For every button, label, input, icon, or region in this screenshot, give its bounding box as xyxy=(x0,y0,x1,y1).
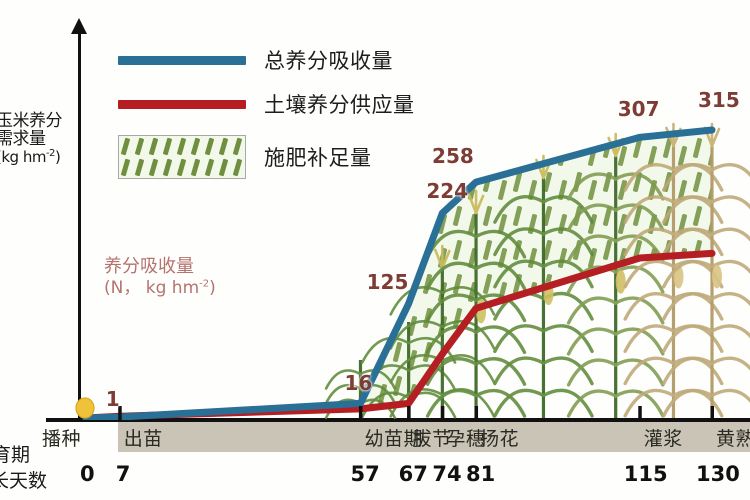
legend-hatch-dash xyxy=(232,137,243,156)
legend-hatch-dash xyxy=(120,137,131,156)
soil-band xyxy=(118,422,750,452)
legend-hatch-dash xyxy=(218,137,229,156)
y-axis-line xyxy=(78,26,81,420)
x-axis-tick xyxy=(638,406,642,420)
x-day-label: 67 xyxy=(398,462,428,486)
y-axis-title-unit: (kg hm-2) xyxy=(0,147,61,166)
legend-hatch-dash xyxy=(204,158,215,177)
legend-hatch-dash xyxy=(176,158,187,177)
legend-hatch-dash xyxy=(176,137,187,156)
data-label-315: 315 xyxy=(698,88,740,112)
legend-swatch-soil-supply xyxy=(118,99,246,109)
data-label-307: 307 xyxy=(617,97,660,122)
x-day-label: 0 xyxy=(80,462,95,486)
fill-area-fertilizer-supplement xyxy=(86,130,712,418)
legend: 总养分吸收量 土壤养分供应量 施肥补足量 xyxy=(118,46,415,196)
x-axis-tick xyxy=(407,406,411,420)
legend-label-total-uptake: 总养分吸收量 xyxy=(264,49,393,73)
legend-label-fertilizer-supplement: 施肥补足量 xyxy=(264,146,372,170)
legend-swatch-fertilizer-supplement xyxy=(118,135,246,179)
legend-item-soil-supply[interactable]: 土壤养分供应量 xyxy=(118,90,415,118)
legend-hatch-dash xyxy=(134,137,145,156)
row-label-growth-days: 长天数 xyxy=(0,470,48,492)
x-axis-tick xyxy=(440,406,445,420)
x-day-label: 74 xyxy=(432,462,462,486)
x-axis-tick xyxy=(358,406,363,420)
legend-hatch-dash xyxy=(148,137,159,156)
x-axis-tick xyxy=(710,406,714,420)
legend-hatch-dash xyxy=(218,158,229,177)
x-stage-label: 出苗 xyxy=(123,428,163,450)
data-label-1: 1 xyxy=(105,387,120,412)
legend-label-soil-supply: 土壤养分供应量 xyxy=(264,93,415,117)
x-axis-line xyxy=(46,418,750,422)
y-axis-title-main: 玉米养分需求量 xyxy=(0,111,63,150)
x-day-label: 81 xyxy=(466,462,496,486)
legend-hatch-dash xyxy=(204,137,215,156)
x-day-label: 130 xyxy=(696,462,740,486)
corn-plant xyxy=(493,154,594,418)
x-stage-label: 幼苗期 xyxy=(364,428,423,450)
row-label-growth-stage: 育期 xyxy=(0,444,31,466)
legend-hatch-dash xyxy=(190,158,201,177)
legend-hatch-dash xyxy=(232,158,243,177)
x-stage-label: 扬花 xyxy=(480,428,520,450)
x-axis-tick xyxy=(474,406,479,420)
legend-hatch-dash xyxy=(162,158,173,177)
x-stage-label: 孕穗 xyxy=(446,428,486,450)
uptake-annotation: 养分吸收量 (N， kg hm-2) xyxy=(104,256,216,299)
x-stage-label: 黄熟 xyxy=(716,428,750,450)
x-day-label: 115 xyxy=(623,462,668,486)
data-label-125: 125 xyxy=(366,269,409,294)
legend-item-fertilizer-supplement[interactable]: 施肥补足量 xyxy=(118,134,415,180)
legend-hatch-dash xyxy=(120,158,131,177)
x-tick-group xyxy=(118,406,714,420)
uptake-annotation-line2: (N， kg hm-2) xyxy=(104,277,216,298)
uptake-annotation-line1: 养分吸收量 xyxy=(104,256,194,277)
data-label-258: 258 xyxy=(432,144,474,169)
x-day-label: 7 xyxy=(115,462,131,486)
data-label-16: 16 xyxy=(344,371,373,396)
legend-swatch-total-uptake xyxy=(118,55,246,65)
corn-plant xyxy=(425,189,527,418)
legend-hatch-dash xyxy=(162,137,173,156)
legend-hatch-dash xyxy=(134,158,145,177)
legend-hatch-dash xyxy=(148,158,159,177)
y-axis-title: 玉米养分需求量 (kg hm-2) xyxy=(0,112,64,165)
data-label-224: 224 xyxy=(426,179,469,204)
total-uptake-curve xyxy=(82,126,716,420)
corn-plant xyxy=(662,122,750,418)
x-stage-label: 灌浆 xyxy=(643,428,683,450)
x-axis-tick xyxy=(118,406,122,420)
x-day-label: 57 xyxy=(350,462,380,486)
legend-item-total-uptake[interactable]: 总养分吸收量 xyxy=(118,46,415,74)
legend-hatch-dash xyxy=(190,137,201,156)
seed-icon xyxy=(75,397,95,419)
x-stage-label: 播种 xyxy=(42,428,82,450)
x-stage-label: 拔节 xyxy=(412,428,452,450)
